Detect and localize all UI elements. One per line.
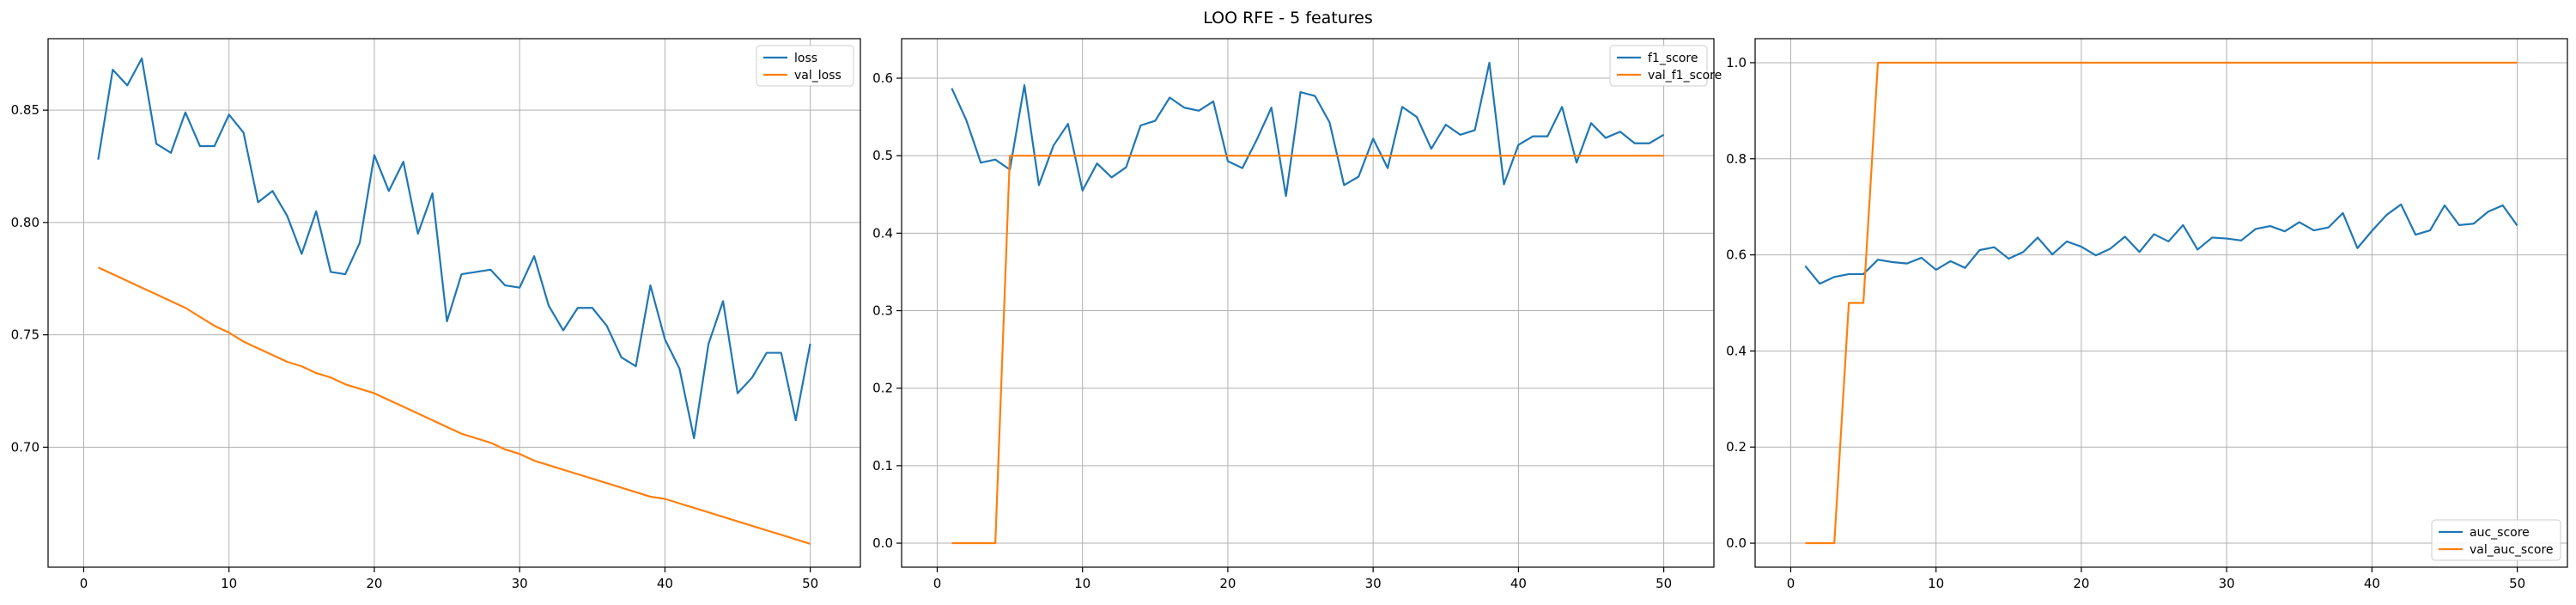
x-tick-label: 20 bbox=[1219, 576, 1236, 591]
series-line-f1_score bbox=[951, 61, 1665, 198]
figure-title: LOO RFE - 5 features bbox=[1203, 9, 1373, 28]
legend: loss val_loss bbox=[756, 45, 854, 87]
legend: f1_score val_f1_score bbox=[1609, 45, 1722, 87]
series-line-loss bbox=[97, 57, 811, 440]
legend-box bbox=[1609, 45, 1708, 87]
x-tick-label: 50 bbox=[1656, 576, 1672, 591]
x-tick-label: 50 bbox=[2509, 576, 2525, 591]
legend-label: val_auc_score bbox=[2470, 543, 2554, 557]
x-tick-label: 10 bbox=[1928, 576, 1944, 591]
series-line-val_f1_score bbox=[951, 155, 1664, 545]
x-tick-label: 40 bbox=[1510, 576, 1527, 591]
subplot-2: 0 10 20 30 40 50 0.0 0.1 0.2 0.3 0.4 0.5 0.6 f1_score… bbox=[872, 38, 1722, 591]
legend-label: val_loss bbox=[794, 69, 841, 82]
legend-label: val_f1_score bbox=[1648, 69, 1722, 82]
legend-box bbox=[2431, 519, 2561, 561]
y-tick-label: 0.4 bbox=[872, 225, 893, 241]
x-tick-label: 20 bbox=[2073, 576, 2089, 591]
series-line-val_loss bbox=[97, 266, 811, 545]
y-tick-label: 0.2 bbox=[1726, 439, 1747, 455]
y-tick-label: 0.6 bbox=[872, 70, 893, 86]
y-tick-label: 0.4 bbox=[1726, 343, 1747, 358]
x-tick-label: 40 bbox=[2364, 576, 2380, 591]
axes-frame bbox=[1754, 38, 2568, 568]
x-tick-label: 10 bbox=[1074, 576, 1091, 591]
x-tick-label: 40 bbox=[657, 576, 673, 591]
y-tick-label: 0.1 bbox=[872, 458, 893, 474]
y-tick-label: 0.3 bbox=[872, 303, 893, 319]
series-line-auc_score bbox=[1804, 203, 2518, 285]
y-tick-label: 0.75 bbox=[11, 327, 39, 343]
axes-frame bbox=[47, 38, 861, 568]
x-tick-label: 0 bbox=[933, 576, 942, 591]
y-tick-label: 0.2 bbox=[872, 381, 893, 396]
legend-box bbox=[756, 45, 854, 87]
x-tick-label: 20 bbox=[366, 576, 382, 591]
x-tick-label: 50 bbox=[802, 576, 818, 591]
x-tick-label: 30 bbox=[1365, 576, 1382, 591]
y-tick-label: 0.0 bbox=[872, 535, 893, 551]
subplot-3: 0 10 20 30 40 50 0.0 0.2 0.4 0.6 0.8 1.0 auc_scoreva… bbox=[1726, 38, 2568, 591]
y-tick-label: 0.5 bbox=[872, 148, 893, 163]
axes-frame bbox=[901, 38, 1715, 568]
x-tick-label: 10 bbox=[221, 576, 237, 591]
y-tick-label: 1.0 bbox=[1726, 55, 1747, 70]
legend: auc_score val_auc_score bbox=[2431, 519, 2561, 561]
y-tick-label: 0.70 bbox=[11, 439, 39, 455]
x-tick-label: 0 bbox=[80, 576, 88, 591]
y-tick-label: 0.0 bbox=[1726, 535, 1747, 551]
x-tick-label: 30 bbox=[512, 576, 528, 591]
legend-label: f1_score bbox=[1648, 52, 1698, 65]
subplot-1: 0 10 20 30 40 50 0.70 0.75 0.80 0.85 loss val_loss bbox=[11, 38, 861, 591]
x-tick-label: 0 bbox=[1787, 576, 1795, 591]
y-tick-label: 0.6 bbox=[1726, 248, 1747, 263]
y-tick-label: 0.8 bbox=[1726, 151, 1747, 167]
series-line-val_auc_score bbox=[1805, 61, 2518, 545]
x-tick-label: 30 bbox=[2219, 576, 2235, 591]
legend-label: loss bbox=[794, 52, 817, 65]
y-tick-label: 0.80 bbox=[11, 215, 39, 230]
legend-label: auc_score bbox=[2470, 526, 2530, 540]
y-tick-label: 0.85 bbox=[11, 102, 39, 118]
